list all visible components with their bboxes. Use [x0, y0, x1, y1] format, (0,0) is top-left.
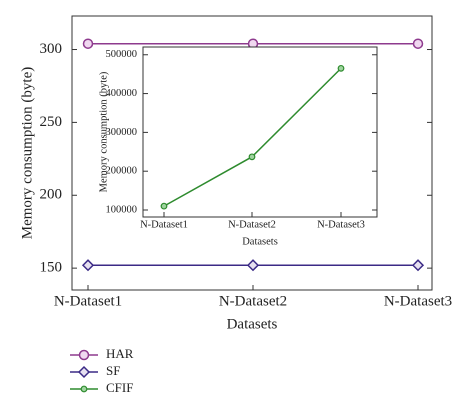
marker	[81, 259, 95, 272]
marker	[411, 259, 425, 272]
y-tick-label: 500000	[106, 49, 138, 60]
marker	[77, 365, 91, 379]
y-tick-label: 400000	[106, 88, 138, 99]
marker	[160, 202, 168, 210]
plot-frame	[71, 15, 433, 291]
x-tick-label: N-Dataset2	[219, 293, 287, 309]
y-tick-label: 100000	[106, 204, 138, 215]
marker	[80, 385, 88, 393]
x-tick-label: N-Dataset3	[317, 219, 365, 230]
y-axis-label: Memory consumption (byte)	[98, 71, 109, 192]
marker	[248, 153, 256, 161]
marker	[246, 259, 260, 272]
x-tick-label: N-Dataset3	[384, 293, 452, 309]
legend-label: CFIF	[106, 380, 133, 395]
x-axis-label: Datasets	[227, 316, 278, 332]
x-tick-label: N-Dataset1	[54, 293, 122, 309]
x-axis-label: Datasets	[242, 236, 278, 247]
legend-label: SF	[106, 363, 120, 378]
y-tick-label: 300	[40, 41, 63, 57]
x-tick-label: N-Dataset2	[228, 219, 276, 230]
marker	[78, 349, 90, 361]
y-tick-label: 150	[40, 260, 63, 276]
y-tick-label: 300000	[106, 127, 138, 138]
inset-background	[143, 47, 377, 217]
marker	[337, 64, 345, 72]
y-tick-label: 250	[40, 114, 63, 130]
y-axis-label: Memory consumption (byte)	[19, 67, 35, 239]
marker	[412, 38, 424, 49]
legend-label: HAR	[106, 346, 134, 361]
y-tick-label: 200	[40, 187, 63, 203]
x-tick-label: N-Dataset1	[140, 219, 188, 230]
marker	[82, 38, 94, 49]
y-tick-label: 200000	[106, 166, 138, 177]
